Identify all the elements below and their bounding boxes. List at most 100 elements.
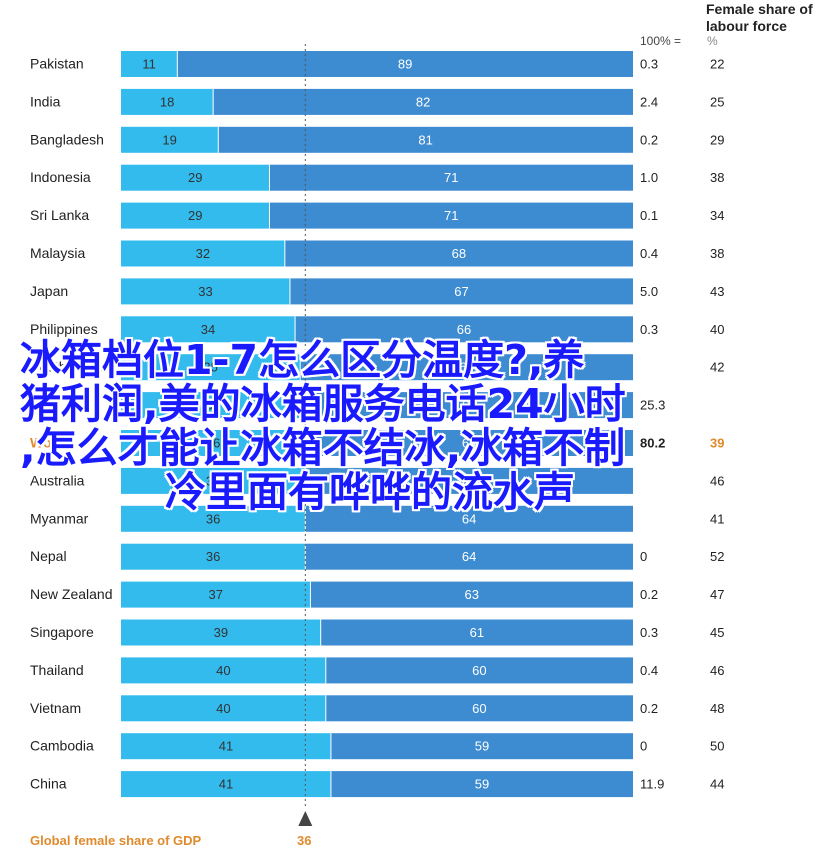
data-label-male-1: 82 [416, 94, 430, 109]
bar-female-16 [121, 657, 326, 684]
marker-value: 36 [297, 833, 312, 848]
bar-male-15 [320, 619, 633, 646]
bar-female-10 [121, 430, 306, 456]
bar-male-3 [269, 164, 633, 191]
row-total-14: 0.2 [640, 587, 658, 602]
bar-male-0 [177, 51, 633, 77]
bar-female-9 [121, 392, 306, 419]
bar-female-3 [121, 164, 270, 191]
data-label-female-14: 37 [208, 587, 222, 602]
row-label-4: Sri Lanka [30, 207, 89, 223]
row-label-17: Vietnam [30, 700, 81, 716]
row-label-2: Bangladesh [30, 131, 104, 147]
row-labour-4: 34 [710, 208, 724, 223]
data-label-female-6: 33 [198, 284, 212, 299]
row-total-0: 0.3 [640, 57, 658, 72]
row-label-13: Nepal [30, 548, 67, 564]
row-labour-7: 40 [710, 322, 724, 337]
bar-male-7 [295, 316, 633, 343]
row-label-15: Singapore [30, 624, 94, 640]
data-label-female-17: 40 [216, 701, 230, 716]
data-label-male-10: 64 [462, 436, 476, 451]
bar-female-0 [121, 51, 178, 77]
row-labour-1: 25 [710, 94, 724, 109]
row-label-1: India [30, 93, 61, 109]
data-label-male-17: 60 [472, 701, 486, 716]
bar-male-11 [305, 467, 633, 494]
row-label-14: New Zealand [30, 586, 113, 602]
row-labour-18: 50 [710, 739, 724, 754]
data-label-male-3: 71 [444, 170, 458, 185]
row-total-3: 1.0 [640, 170, 658, 185]
bar-female-13 [121, 543, 306, 570]
unit-label-percent: % [707, 34, 718, 48]
data-label-female-8: 35 [203, 360, 217, 375]
row-total-15: 0.3 [640, 625, 658, 640]
bar-female-6 [121, 278, 290, 305]
bar-female-19 [121, 771, 331, 798]
row-label-10: World [30, 435, 69, 451]
data-label-female-10: 36 [206, 436, 220, 451]
row-labour-12: 41 [710, 511, 724, 526]
bar-female-12 [121, 505, 306, 532]
bar-male-8 [300, 354, 633, 381]
row-label-7: Philippines [30, 321, 98, 337]
row-label-16: Thailand [30, 662, 84, 678]
row-label-19: China [30, 776, 67, 792]
data-label-female-19: 41 [219, 777, 233, 792]
row-label-0: Pakistan [30, 56, 84, 72]
bar-male-13 [305, 543, 633, 570]
row-labour-17: 48 [710, 701, 724, 716]
row-label-12: Myanmar [30, 510, 89, 526]
row-labour-15: 45 [710, 625, 724, 640]
row-labour-16: 46 [710, 663, 724, 678]
row-total-1: 2.4 [640, 94, 658, 109]
row-total-2: 0.2 [640, 132, 658, 147]
row-total-6: 5.0 [640, 284, 658, 299]
bar-male-19 [330, 771, 633, 798]
data-label-female-4: 29 [188, 208, 202, 223]
row-total-13: 0 [640, 549, 647, 564]
row-labour-14: 47 [710, 587, 724, 602]
bar-male-18 [330, 733, 633, 760]
row-labour-8: 42 [710, 360, 724, 375]
row-label-11: Australia [30, 472, 85, 488]
bar-female-2 [121, 126, 219, 153]
data-label-female-12: 36 [206, 511, 220, 526]
reference-marker-triangle [298, 811, 313, 826]
bar-female-4 [121, 202, 270, 229]
row-label-5: Malaysia [30, 245, 85, 261]
row-labour-0: 22 [710, 57, 724, 72]
row-label-6: Japan [30, 283, 68, 299]
data-label-female-2: 19 [162, 132, 176, 147]
data-label-male-14: 63 [464, 587, 478, 602]
row-labour-11: 46 [710, 473, 724, 488]
bar-male-12 [305, 505, 633, 532]
data-label-male-12: 64 [462, 511, 476, 526]
row-total-4: 0.1 [640, 208, 658, 223]
row-labour-5: 38 [710, 246, 724, 261]
bar-male-6 [289, 278, 633, 305]
data-label-male-0: 89 [398, 57, 412, 72]
row-labour-6: 43 [710, 284, 724, 299]
row-total-18: 0 [640, 739, 647, 754]
bar-female-1 [121, 88, 214, 115]
bar-female-5 [121, 240, 285, 267]
column-header-labour: Female share of labour force [706, 1, 813, 34]
row-labour-19: 44 [710, 777, 724, 792]
bar-male-14 [310, 581, 633, 608]
row-total-7: 0.3 [640, 322, 658, 337]
data-label-male-16: 60 [472, 663, 486, 678]
data-label-male-11: 64 [462, 473, 476, 488]
data-label-male-9: 64 [462, 398, 476, 413]
bar-female-11 [121, 467, 306, 494]
bar-female-8 [121, 354, 301, 381]
bar-male-16 [325, 657, 633, 684]
marker-label: Global female share of GDP [30, 833, 202, 848]
row-labour-10: 39 [710, 436, 724, 451]
row-total-5: 0.4 [640, 246, 658, 261]
data-label-male-6: 67 [454, 284, 468, 299]
data-label-male-19: 59 [475, 777, 489, 792]
unit-label-total: 100% = [640, 34, 682, 48]
data-label-male-18: 59 [475, 739, 489, 754]
